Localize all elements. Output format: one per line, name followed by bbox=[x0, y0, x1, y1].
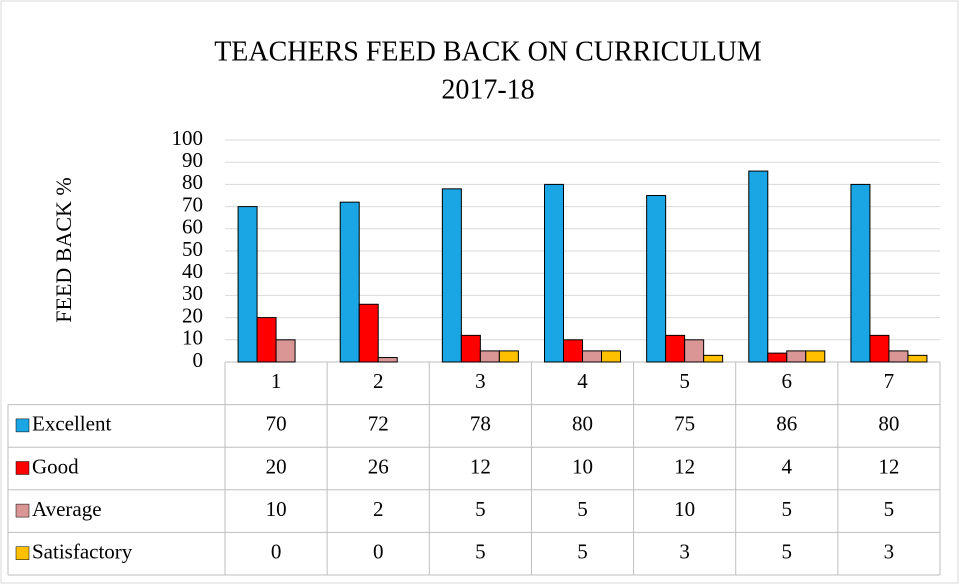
bar bbox=[441, 188, 462, 363]
table-value: 5 bbox=[475, 497, 486, 521]
bar bbox=[703, 354, 724, 363]
x-tick-label: 2 bbox=[373, 369, 384, 393]
legend-key bbox=[15, 461, 30, 475]
table-value: 12 bbox=[878, 454, 899, 478]
bar bbox=[805, 350, 826, 363]
chart-subtitle: 2017-18 bbox=[441, 74, 534, 105]
table-value: 10 bbox=[674, 497, 695, 521]
bar bbox=[237, 206, 258, 363]
bar bbox=[498, 350, 519, 363]
y-tick-label: 100 bbox=[172, 126, 204, 150]
table-value: 86 bbox=[776, 412, 797, 436]
bar bbox=[358, 303, 379, 363]
table-value: 5 bbox=[475, 540, 486, 564]
legend-key bbox=[15, 418, 30, 433]
legend-label: Average bbox=[32, 497, 102, 521]
y-tick-label: 20 bbox=[182, 303, 203, 327]
table-value: 5 bbox=[782, 540, 793, 564]
bar bbox=[684, 339, 705, 363]
y-tick-label: 10 bbox=[182, 326, 203, 350]
bar bbox=[786, 350, 807, 363]
table-value: 0 bbox=[271, 540, 282, 564]
y-tick-label: 0 bbox=[193, 348, 204, 372]
y-tick-label: 90 bbox=[182, 148, 203, 172]
table-value: 80 bbox=[572, 412, 593, 436]
legend-key bbox=[15, 503, 30, 518]
bar bbox=[479, 350, 500, 363]
chart-title: TEACHERS FEED BACK ON CURRICULUM bbox=[214, 36, 762, 67]
bar bbox=[767, 352, 788, 363]
table-value: 12 bbox=[674, 454, 695, 478]
x-tick-label: 5 bbox=[679, 369, 690, 393]
y-tick-label: 30 bbox=[182, 281, 203, 305]
bar bbox=[339, 201, 360, 363]
y-tick-label: 60 bbox=[182, 215, 203, 239]
y-axis-label: FEED BACK % bbox=[51, 177, 76, 322]
bar bbox=[563, 339, 583, 363]
x-tick-label: 3 bbox=[475, 369, 486, 393]
table-value: 12 bbox=[470, 454, 491, 478]
table-value: 4 bbox=[782, 454, 793, 478]
legend-label: Satisfactory bbox=[32, 540, 133, 564]
bar bbox=[907, 354, 928, 363]
bar bbox=[377, 357, 398, 363]
table-value: 70 bbox=[266, 412, 287, 436]
bar bbox=[850, 183, 871, 363]
table-value: 20 bbox=[266, 454, 287, 478]
x-tick-label: 7 bbox=[884, 369, 895, 393]
table-value: 72 bbox=[368, 412, 389, 436]
table-value: 75 bbox=[674, 412, 695, 436]
y-tick-label: 50 bbox=[182, 237, 203, 261]
legend-label: Good bbox=[32, 454, 79, 478]
table-value: 78 bbox=[470, 412, 491, 436]
bar bbox=[665, 334, 686, 363]
legend-label: Excellent bbox=[32, 412, 111, 436]
x-tick-label: 6 bbox=[782, 369, 793, 393]
y-tick-label: 80 bbox=[182, 170, 203, 194]
y-tick-label: 70 bbox=[182, 192, 203, 216]
table-value: 5 bbox=[577, 540, 588, 564]
x-tick-label: 4 bbox=[577, 369, 588, 393]
bar bbox=[460, 334, 481, 363]
table-value: 0 bbox=[373, 540, 384, 564]
table-value: 10 bbox=[266, 497, 287, 521]
bar bbox=[869, 334, 890, 363]
y-tick-label: 40 bbox=[182, 259, 203, 283]
bar bbox=[888, 350, 909, 363]
table-value: 10 bbox=[572, 454, 593, 478]
table-value: 2 bbox=[373, 497, 384, 521]
bar bbox=[275, 339, 296, 363]
bar bbox=[544, 183, 564, 363]
table-value: 5 bbox=[577, 497, 588, 521]
legend-key bbox=[15, 546, 30, 560]
bar bbox=[256, 317, 277, 363]
table-value: 3 bbox=[679, 540, 690, 564]
bar bbox=[601, 350, 621, 363]
bar bbox=[646, 195, 667, 363]
x-tick-label: 1 bbox=[271, 369, 282, 393]
table-value: 5 bbox=[782, 497, 793, 521]
table-value: 26 bbox=[368, 454, 389, 478]
table-value: 80 bbox=[878, 412, 899, 436]
table-value: 5 bbox=[884, 497, 895, 521]
bar bbox=[582, 350, 602, 363]
bar bbox=[748, 170, 769, 363]
table-value: 3 bbox=[884, 540, 895, 564]
